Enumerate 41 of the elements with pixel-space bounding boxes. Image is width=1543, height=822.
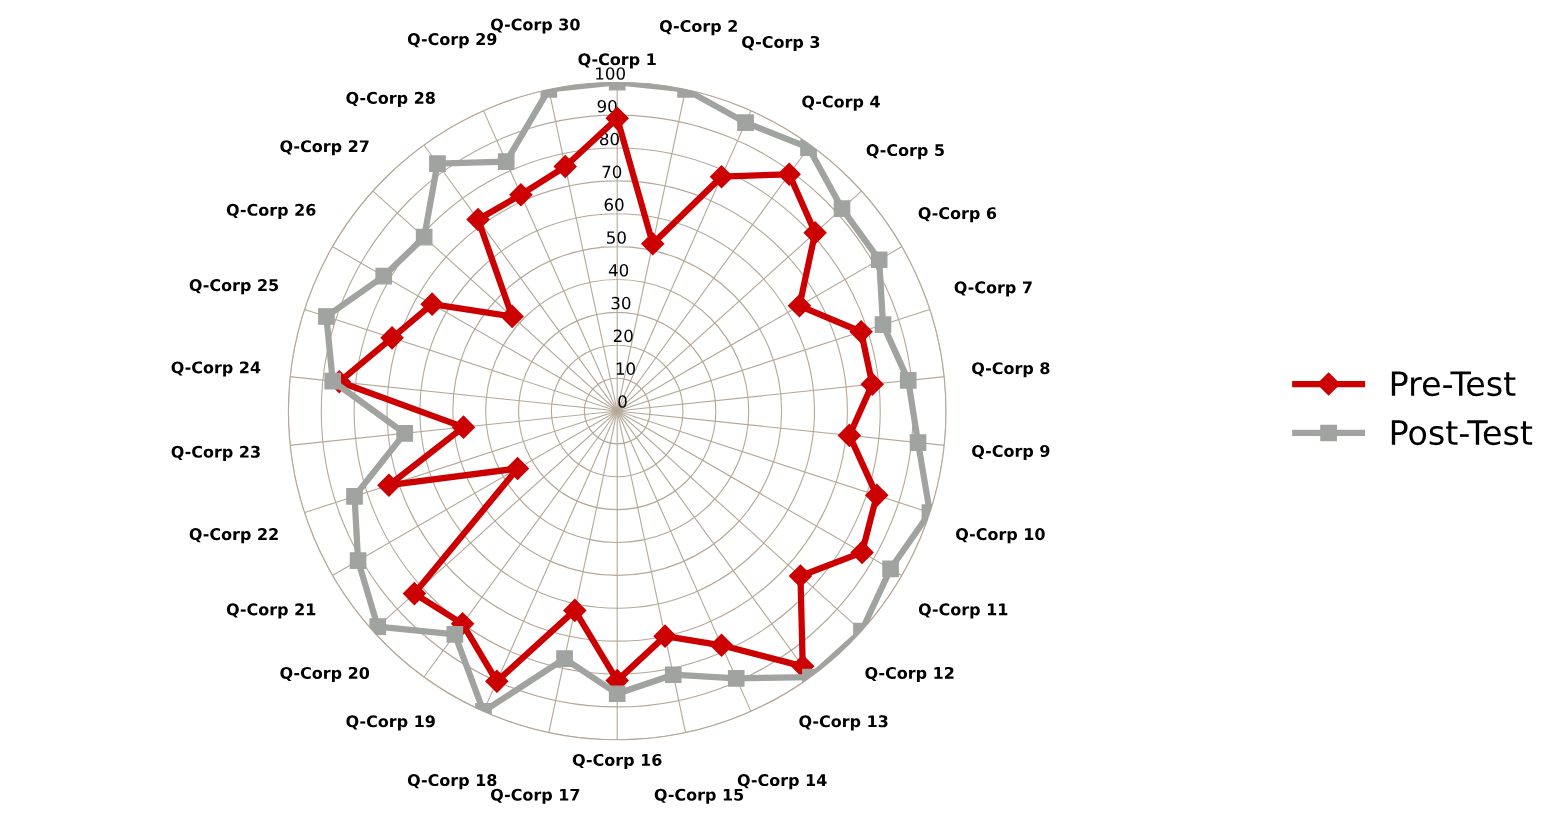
- spoke-label: Q-Corp 22: [189, 528, 278, 544]
- spoke-label: Q-Corp 13: [799, 715, 888, 731]
- spoke-label: Q-Corp 26: [226, 203, 316, 219]
- y-tick-label: 10: [616, 362, 636, 375]
- spoke-label: Q-Corp 7: [954, 281, 1032, 297]
- spoke-label: Q-Corp 9: [972, 444, 1050, 461]
- spoke-label: Q-Corp 28: [346, 91, 435, 108]
- spoke-label: Q-Corp 3: [742, 35, 820, 52]
- spoke-label: Q-Corp 29: [407, 33, 497, 49]
- spoke-label: Q-Corp 19: [346, 715, 435, 731]
- spoke-label: Q-Corp 5: [866, 144, 944, 160]
- spoke-label: Q-Corp 25: [189, 279, 279, 295]
- spoke-label: Q-Corp 18: [407, 774, 497, 790]
- spoke-label: Q-Corp 24: [171, 361, 261, 377]
- spoke-label: Q-Corp 14: [737, 774, 827, 790]
- spoke-label: Q-Corp 30: [490, 18, 580, 34]
- spoke-label: Q-Corp 16: [572, 753, 662, 770]
- y-tick-label: 20: [613, 329, 633, 343]
- spoke-label: Q-Corp 10: [956, 528, 1045, 544]
- legend-label: Post-Test: [1391, 420, 1533, 446]
- y-tick-label: 0: [618, 395, 627, 408]
- y-tick-label: 40: [608, 263, 629, 277]
- spoke-label: Q-Corp 27: [280, 140, 369, 156]
- spoke-label: Q-Corp 8: [972, 362, 1050, 378]
- spoke-label: Q-Corp 12: [865, 666, 954, 683]
- legend-label: Pre-Test: [1391, 371, 1516, 397]
- spoke-label: Q-Corp 21: [226, 603, 316, 619]
- spoke-label: Q-Corp 11: [918, 603, 1008, 619]
- spoke-label: Q-Corp 17: [490, 788, 580, 804]
- spoke-label: Q-Corp 15: [654, 788, 744, 804]
- y-tick-label: 100: [596, 67, 625, 80]
- y-tick-label: 50: [607, 231, 626, 244]
- spoke-label: Q-Corp 2: [659, 20, 737, 36]
- spoke-label: Q-Corp 6: [918, 207, 997, 223]
- y-tick-label: 30: [611, 296, 631, 310]
- y-tick-label: 60: [604, 198, 624, 211]
- spoke-label: Q-Corp 4: [802, 95, 880, 111]
- y-tick-label: 70: [602, 165, 622, 179]
- spoke-label: Q-Corp 20: [280, 666, 370, 683]
- spoke-label: Q-Corp 23: [171, 445, 260, 461]
- spoke-label: Q-Corp 1: [578, 53, 656, 69]
